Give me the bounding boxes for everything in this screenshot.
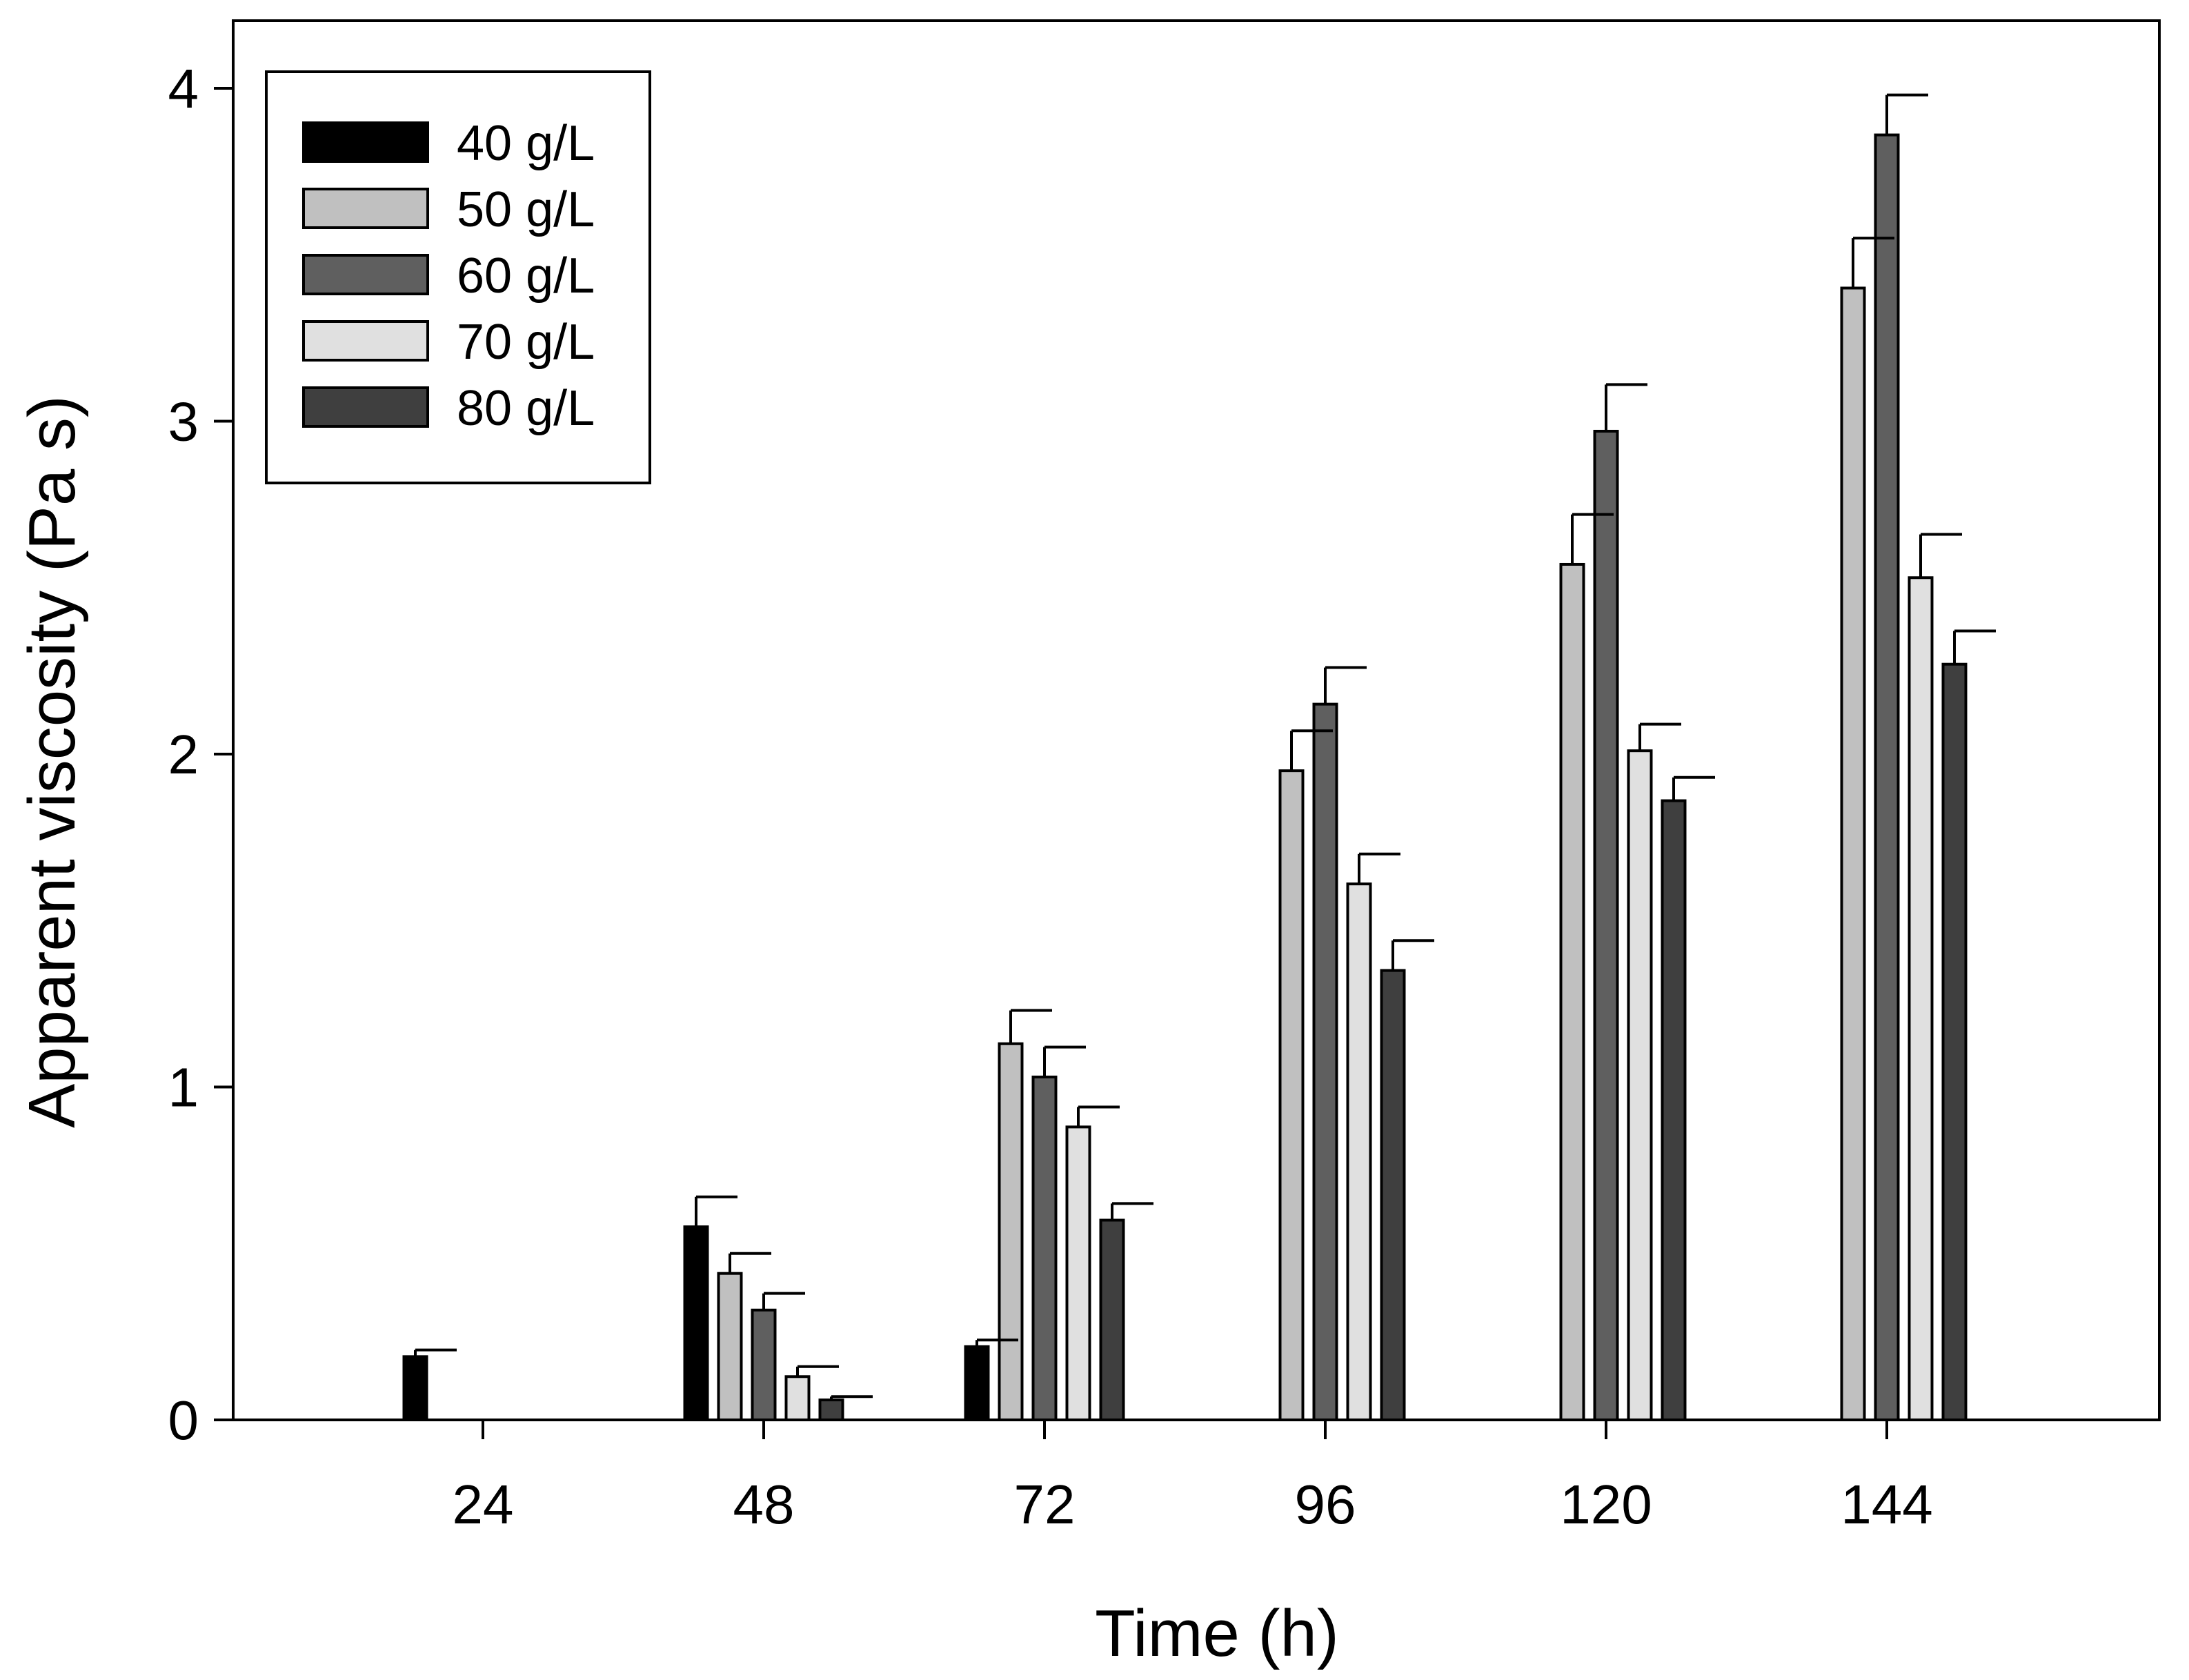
- legend-swatch: [302, 188, 429, 229]
- bar: [1941, 662, 1968, 1421]
- bar: [1593, 429, 1619, 1421]
- plot-area: [232, 19, 2161, 1421]
- bar: [1661, 799, 1687, 1422]
- bar: [402, 1355, 428, 1421]
- legend-label: 50 g/L: [457, 182, 595, 237]
- plot-border: [232, 19, 2161, 1421]
- x-tick-label: 96: [1295, 1474, 1356, 1535]
- bar: [1346, 882, 1372, 1422]
- bar: [751, 1308, 777, 1422]
- bar: [683, 1225, 709, 1422]
- legend-label: 60 g/L: [457, 248, 595, 304]
- bar: [1908, 576, 1934, 1421]
- legend-swatch: [302, 386, 429, 428]
- x-tick-label: 144: [1841, 1474, 1932, 1535]
- legend-label: 80 g/L: [457, 381, 595, 436]
- y-axis-title: Apparent viscosity (Pa s): [15, 395, 89, 1128]
- y-tick-label: 1: [168, 1057, 199, 1118]
- legend-swatch: [302, 254, 429, 295]
- legend-label: 70 g/L: [457, 315, 595, 370]
- bar: [964, 1345, 990, 1421]
- legend: 40 g/L 50 g/L 60 g/L 70 g/L 80 g/L: [265, 70, 651, 484]
- y-axis: 0 1 2 3 4: [168, 58, 233, 1451]
- bar: [717, 1272, 743, 1421]
- legend-swatch: [302, 320, 429, 362]
- bar: [1840, 286, 1866, 1421]
- y-tick-label: 0: [168, 1390, 199, 1451]
- legend-label: 40 g/L: [457, 116, 595, 171]
- bar: [1874, 133, 1900, 1421]
- bar: [1380, 969, 1406, 1421]
- x-tick-label: 120: [1560, 1474, 1652, 1535]
- bar: [784, 1375, 811, 1422]
- y-tick-label: 2: [168, 724, 199, 785]
- x-tick-label: 24: [453, 1474, 514, 1535]
- y-tick-label: 4: [168, 58, 199, 119]
- bar: [818, 1399, 844, 1422]
- bar: [1559, 562, 1585, 1421]
- y-tick-label: 3: [168, 391, 199, 453]
- x-tick-label: 48: [733, 1474, 795, 1535]
- x-axis-title: Time (h): [1095, 1597, 1339, 1670]
- bar: [1312, 702, 1338, 1421]
- bar: [1065, 1125, 1091, 1422]
- error-bars-layer: [414, 93, 1996, 1401]
- bar: [1627, 749, 1653, 1422]
- x-axis: 24 48 72 96 120 144: [453, 1420, 1933, 1535]
- bar: [1031, 1076, 1058, 1422]
- x-tick-label: 72: [1014, 1474, 1076, 1535]
- legend-swatch: [302, 121, 429, 163]
- bar: [1278, 769, 1305, 1421]
- bar: [1099, 1218, 1125, 1421]
- bar: [998, 1042, 1024, 1421]
